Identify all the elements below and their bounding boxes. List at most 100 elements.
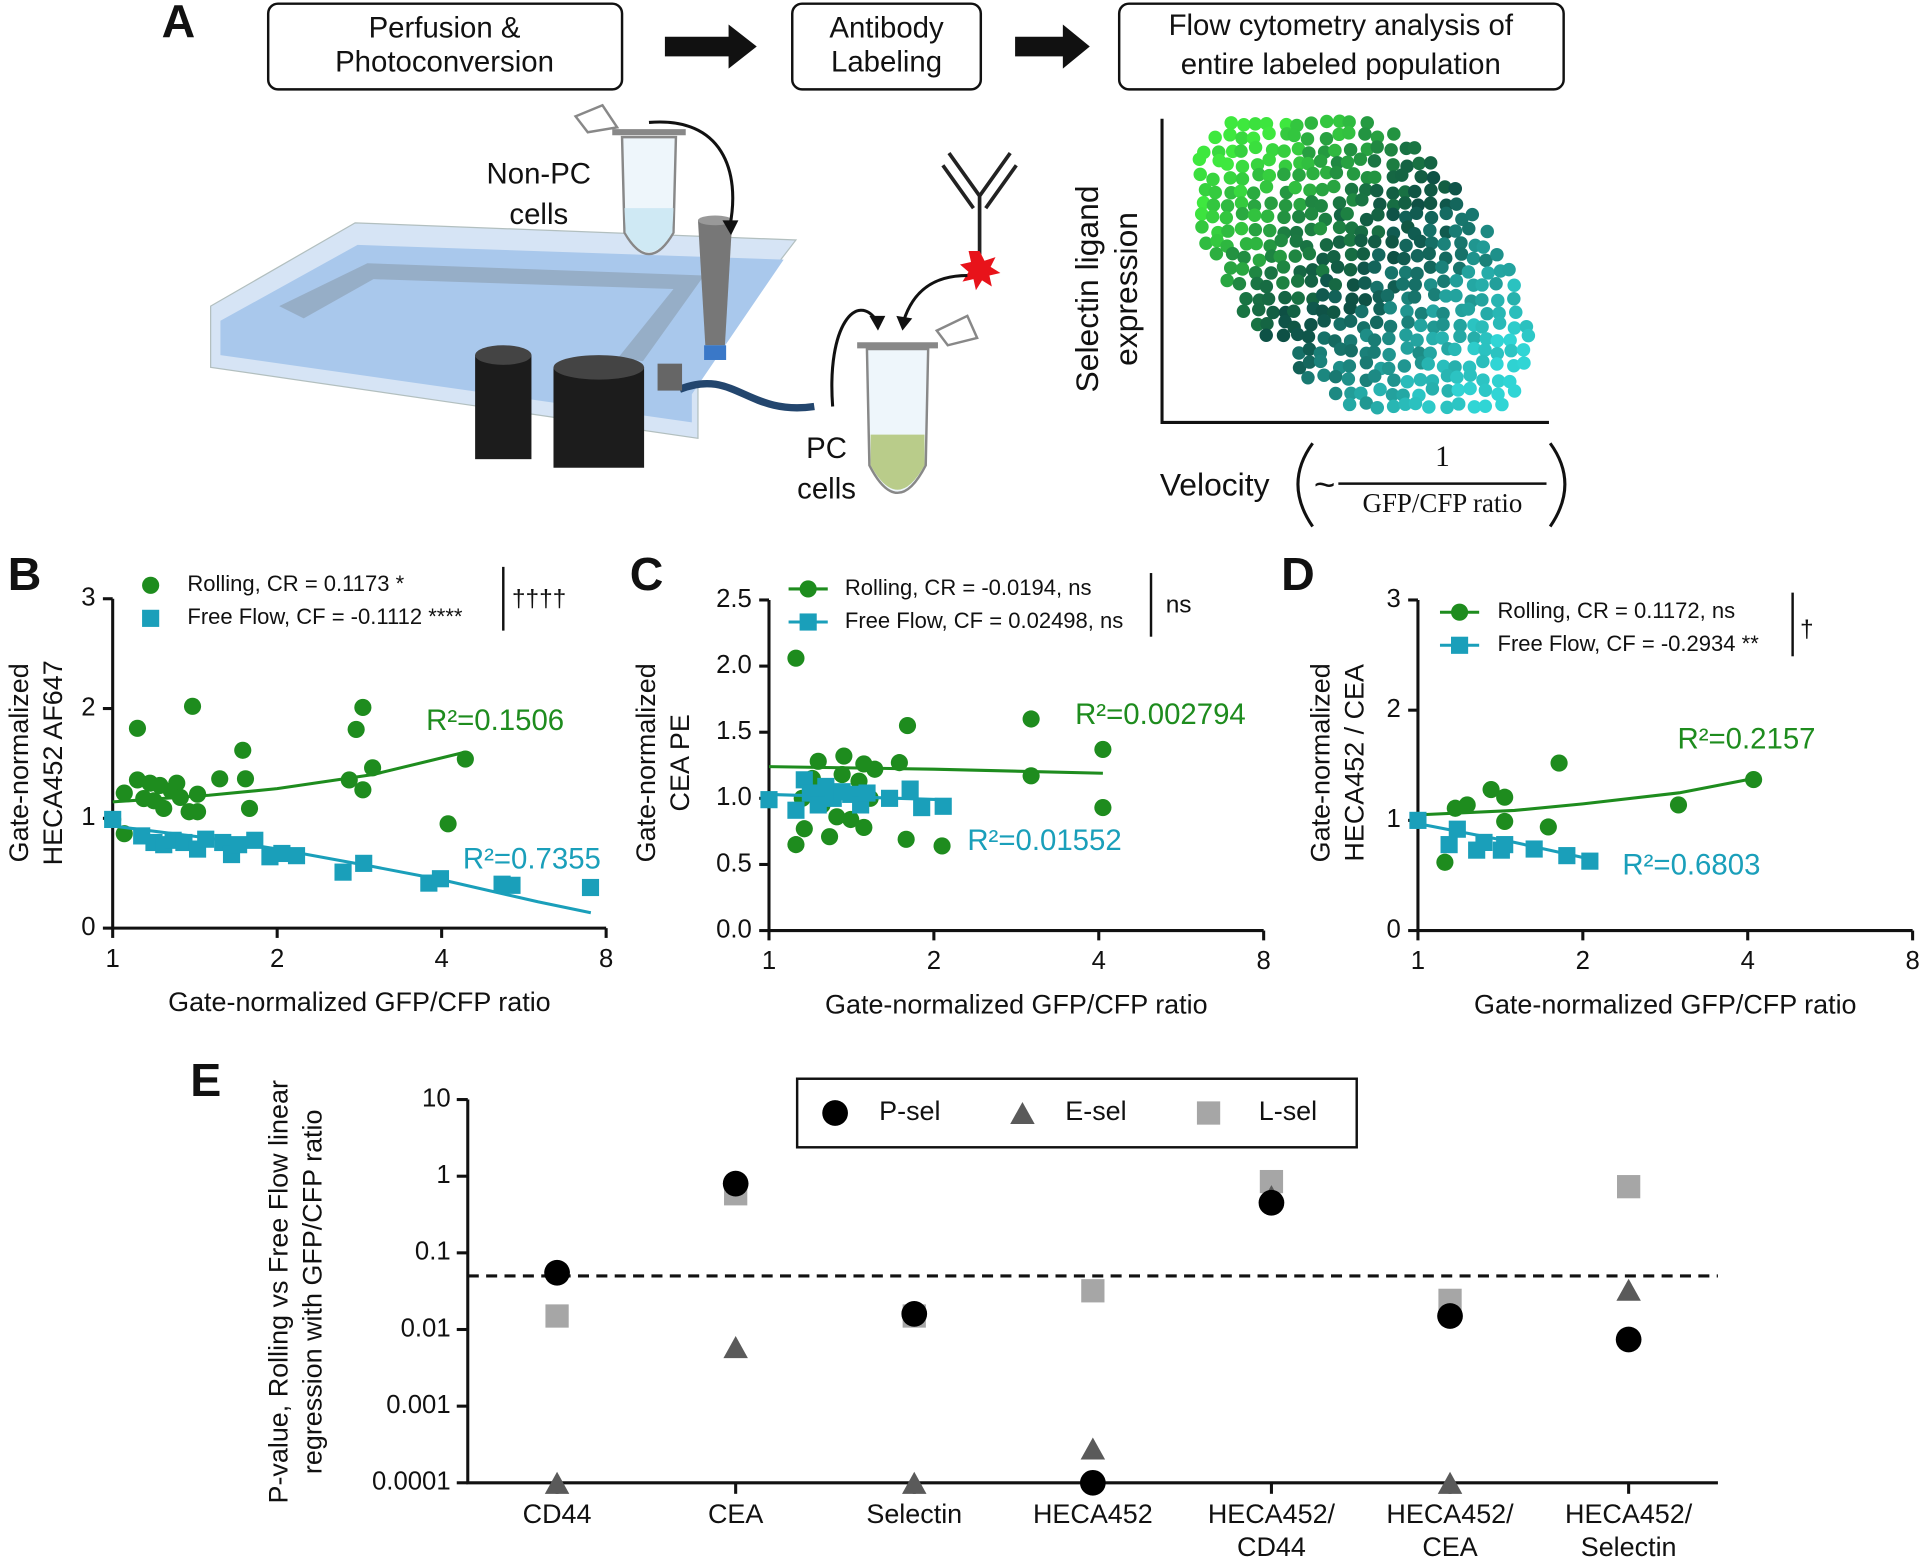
cloud-dot: [1358, 127, 1372, 141]
cloud-dot: [1343, 263, 1358, 277]
point: [855, 818, 873, 836]
point: [545, 1304, 569, 1328]
r2-label: R²=0.6803: [1622, 849, 1760, 882]
cloud-dot: [1399, 328, 1413, 342]
cloud-dot: [1330, 260, 1345, 274]
cloud-dot: [1223, 261, 1238, 275]
cloud-dot: [1276, 328, 1291, 343]
cloud-dot: [1303, 183, 1317, 198]
y-tick-label: 0.01: [401, 1314, 451, 1342]
axis-label: Selectin ligand expression: [1069, 185, 1144, 392]
point: [858, 784, 876, 802]
point: [431, 870, 450, 888]
cloud-dot: [1410, 333, 1424, 347]
cloud-dot: [1435, 260, 1449, 274]
step-label: Perfusion & Photoconversion: [335, 11, 554, 78]
point: [104, 810, 122, 829]
cloud-dot: [1328, 143, 1342, 158]
cloud-dot: [1328, 369, 1343, 384]
cloud-dot: [1436, 306, 1450, 321]
axis-label: Velocity: [1160, 467, 1270, 503]
legend-label: Free Flow, CF = -0.2934 **: [1498, 631, 1760, 656]
cloud-dot: [1248, 265, 1263, 280]
arrow: [1015, 24, 1090, 69]
cloud-dot: [1262, 126, 1276, 141]
point: [1081, 1279, 1105, 1303]
cloud-dot: [1344, 343, 1358, 358]
point: [1558, 847, 1576, 865]
cloud-dot: [1424, 210, 1439, 225]
point: [246, 831, 264, 849]
x-tick-label: CD44: [523, 1499, 592, 1529]
point: [1437, 1471, 1463, 1494]
cloud-dot: [1313, 354, 1328, 369]
point: [723, 1336, 748, 1359]
cloud-dot: [1384, 143, 1398, 157]
cloud-dot: [1413, 372, 1428, 387]
point: [880, 789, 899, 807]
point: [175, 833, 193, 852]
panel-letter: B: [8, 548, 42, 600]
y-tick-label: 0: [81, 913, 95, 941]
cloud-dot: [1344, 386, 1358, 401]
cloud-dot: [1502, 262, 1516, 277]
cloud-dot: [1259, 328, 1273, 342]
cloud-dot: [1340, 155, 1355, 169]
cloud-dot: [1290, 327, 1305, 342]
cloud-dot: [1397, 251, 1411, 266]
sample-label: PC cells: [797, 432, 856, 505]
y-tick-label: 2: [1387, 695, 1401, 723]
point: [354, 698, 372, 717]
cloud-dot: [1462, 221, 1476, 236]
point: [334, 863, 352, 881]
pipette-tip: [704, 345, 727, 360]
cloud-dot: [1247, 208, 1262, 222]
cloud-dot: [1259, 279, 1274, 294]
point: [1458, 796, 1476, 814]
cloud-dot: [1210, 233, 1224, 248]
cloud-dot: [1288, 180, 1302, 195]
cloud-dot: [1387, 373, 1401, 387]
step-box: [791, 2, 983, 91]
point: [1617, 1175, 1641, 1199]
cloud-dot: [1291, 142, 1306, 156]
cloud-dot: [1495, 397, 1509, 412]
cloud-dot: [1414, 318, 1428, 333]
objective: [475, 355, 532, 460]
cloud-dot: [1278, 290, 1292, 305]
legend-marker: [142, 576, 160, 594]
cloud-dot: [1385, 388, 1400, 402]
x-tick-label: 8: [1257, 947, 1271, 975]
cloud-dot: [1208, 185, 1223, 200]
cloud-dot: [1426, 171, 1441, 185]
cloud-dot: [1435, 331, 1449, 345]
point: [347, 720, 365, 738]
cloud-dot: [1328, 386, 1343, 401]
cloud-dot: [1359, 355, 1374, 370]
y-tick-label: 3: [81, 584, 95, 612]
cloud-dot: [1342, 126, 1356, 140]
cloud-dot: [1293, 197, 1307, 212]
cloud-dot: [1224, 116, 1238, 130]
y-tick-label: 0.5: [716, 849, 752, 877]
panel-letter: C: [630, 548, 664, 600]
cloud-dot: [1453, 329, 1467, 344]
curved-arrow: [902, 273, 968, 322]
cloud-dot: [1273, 249, 1287, 264]
cloud-dot: [1367, 333, 1382, 347]
cloud-dot: [1385, 235, 1399, 249]
legend-label: Rolling, CR = -0.0194, ns: [845, 575, 1092, 600]
point: [890, 754, 908, 772]
cloud-dot: [1252, 253, 1267, 267]
cloud-dot: [1342, 115, 1356, 129]
cloud-dot: [1387, 127, 1401, 141]
cloud-dot: [1480, 224, 1494, 239]
point: [155, 799, 173, 818]
cloud-dot: [1490, 346, 1505, 361]
cloud-dot: [1248, 117, 1263, 131]
cloud-dot: [1319, 238, 1334, 252]
cloud-dot: [1425, 236, 1439, 250]
point: [1525, 840, 1543, 858]
cloud-dot: [1220, 273, 1234, 288]
point: [128, 719, 147, 737]
